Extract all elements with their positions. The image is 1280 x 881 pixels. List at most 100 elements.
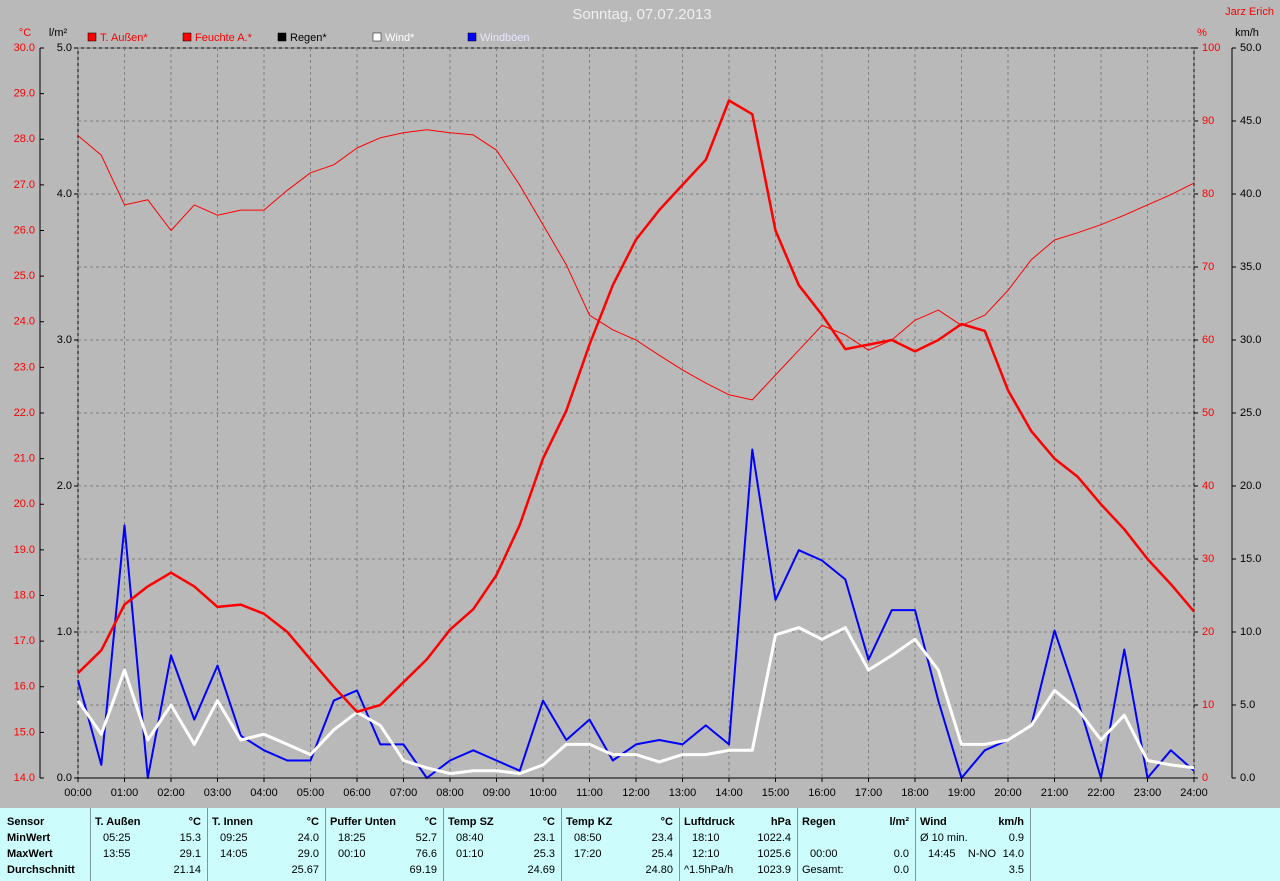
y2-tick-label: 80 xyxy=(1202,188,1214,200)
table-cell: Durchschnitt xyxy=(7,864,75,876)
column-separator xyxy=(561,808,562,881)
table-cell: 1023.9 xyxy=(757,864,791,876)
table-cell: Ø 10 min. xyxy=(920,832,968,844)
legend-label: Wind* xyxy=(385,32,415,44)
column-separator xyxy=(679,808,680,881)
table-cell: 0.0 xyxy=(893,864,909,876)
author: Jarz Erich xyxy=(1225,6,1274,18)
table-cell: Gesamt: xyxy=(802,864,844,876)
x-tick-label: 08:00 xyxy=(436,787,464,799)
table-cell: 05:25 xyxy=(103,832,131,844)
column-separator xyxy=(90,808,91,881)
table-cell: 14:45 xyxy=(928,848,956,860)
x-tick-label: 13:00 xyxy=(669,787,697,799)
table-cell: 21.14 xyxy=(173,864,201,876)
table-cell: 24.0 xyxy=(297,832,319,844)
table-cell: N-NO xyxy=(967,848,996,860)
y3-tick-label: 3.0 xyxy=(57,334,72,346)
y2-tick-label: 0 xyxy=(1202,772,1208,784)
y4-tick-label: 45.0 xyxy=(1240,115,1261,127)
table-cell: 23.4 xyxy=(651,832,673,844)
table-cell: 18:10 xyxy=(692,832,720,844)
table-cell: l/m² xyxy=(889,816,909,828)
y2-tick-label: 60 xyxy=(1202,334,1214,346)
y4-tick-label: 0.0 xyxy=(1240,772,1255,784)
table-cell: hPa xyxy=(770,816,791,828)
table-cell: Wind xyxy=(920,816,947,828)
table-cell: 25.4 xyxy=(651,848,673,860)
column-separator xyxy=(443,808,444,881)
legend-label: Feuchte A.* xyxy=(195,32,253,44)
table-cell: °C xyxy=(660,816,673,828)
y-tick-label: 24.0 xyxy=(14,316,35,328)
table-cell: 3.5 xyxy=(1008,864,1024,876)
chart: Sonntag, 07.07.2013 Jarz Erich °C l/m² %… xyxy=(0,0,1280,806)
table-cell: Puffer Unten xyxy=(330,816,396,828)
legend-label: Regen* xyxy=(290,32,327,44)
legend-swatch xyxy=(372,32,382,42)
table-cell: 1025.6 xyxy=(757,848,791,860)
table-cell: 14:05 xyxy=(220,848,248,860)
chart-background xyxy=(0,0,1280,806)
x-tick-label: 11:00 xyxy=(576,787,603,799)
y-tick-label: 21.0 xyxy=(14,453,35,465)
series-line xyxy=(77,99,1195,714)
y3-unit: l/m² xyxy=(49,27,68,39)
legend-swatch xyxy=(182,32,192,42)
column-separator xyxy=(1030,808,1031,881)
column-separator xyxy=(325,808,326,881)
table-cell: 1022.4 xyxy=(757,832,791,844)
y4-unit: km/h xyxy=(1235,27,1259,39)
y3-tick-label: 5.0 xyxy=(57,42,72,54)
table-cell: T. Außen xyxy=(95,816,141,828)
y-tick-label: 29.0 xyxy=(14,88,35,100)
y-tick-label: 22.0 xyxy=(14,407,35,419)
table-cell: 08:40 xyxy=(456,832,484,844)
y3-tick-label: 0.0 xyxy=(57,772,72,784)
y-tick-label: 26.0 xyxy=(14,224,35,236)
table-cell: 00:00 xyxy=(810,848,838,860)
y2-tick-label: 40 xyxy=(1202,480,1214,492)
table-cell: 0.0 xyxy=(893,848,909,860)
table-cell: Sensor xyxy=(7,816,45,828)
table-cell: 15.3 xyxy=(179,832,201,844)
y4-tick-label: 50.0 xyxy=(1240,42,1261,54)
y2-tick-label: 20 xyxy=(1202,626,1214,638)
y4-tick-label: 40.0 xyxy=(1240,188,1261,200)
y-tick-label: 14.0 xyxy=(14,772,35,784)
table-cell: 13:55 xyxy=(103,848,131,860)
x-tick-label: 22:00 xyxy=(1087,787,1115,799)
table-cell: 09:25 xyxy=(220,832,248,844)
y2-tick-label: 30 xyxy=(1202,553,1214,565)
table-cell: 69.19 xyxy=(409,864,437,876)
legend-swatch xyxy=(277,32,287,42)
column-separator xyxy=(207,808,208,881)
y-tick-label: 16.0 xyxy=(14,681,35,693)
table-cell: 25.67 xyxy=(291,864,319,876)
table-cell: 25.3 xyxy=(533,848,555,860)
y2-tick-label: 100 xyxy=(1202,42,1220,54)
table-cell: 52.7 xyxy=(415,832,437,844)
table-cell: °C xyxy=(424,816,437,828)
x-tick-label: 02:00 xyxy=(157,787,185,799)
y4-tick-label: 30.0 xyxy=(1240,334,1261,346)
x-tick-label: 23:00 xyxy=(1134,787,1162,799)
column-separator xyxy=(915,808,916,881)
table-cell: MaxWert xyxy=(7,848,53,860)
table-cell: ^1.5hPa/h xyxy=(684,864,734,876)
table-cell: 17:20 xyxy=(574,848,602,860)
table-cell: 0.9 xyxy=(1008,832,1024,844)
table-cell: Luftdruck xyxy=(684,816,735,828)
x-tick-label: 14:00 xyxy=(715,787,743,799)
legend-label: Windböen xyxy=(480,32,530,44)
table-cell: °C xyxy=(188,816,201,828)
x-tick-label: 01:00 xyxy=(111,787,139,799)
table-cell: 24.69 xyxy=(527,864,555,876)
x-tick-label: 21:00 xyxy=(1041,787,1069,799)
stats-table: Sensor MinWert MaxWert Durchschnitt T. Außen… xyxy=(0,808,1280,881)
x-tick-label: 10:00 xyxy=(529,787,557,799)
table-cell: 24.80 xyxy=(645,864,673,876)
table-cell: 00:10 xyxy=(338,848,366,860)
table-cell: 18:25 xyxy=(338,832,366,844)
y2-tick-label: 70 xyxy=(1202,261,1214,273)
